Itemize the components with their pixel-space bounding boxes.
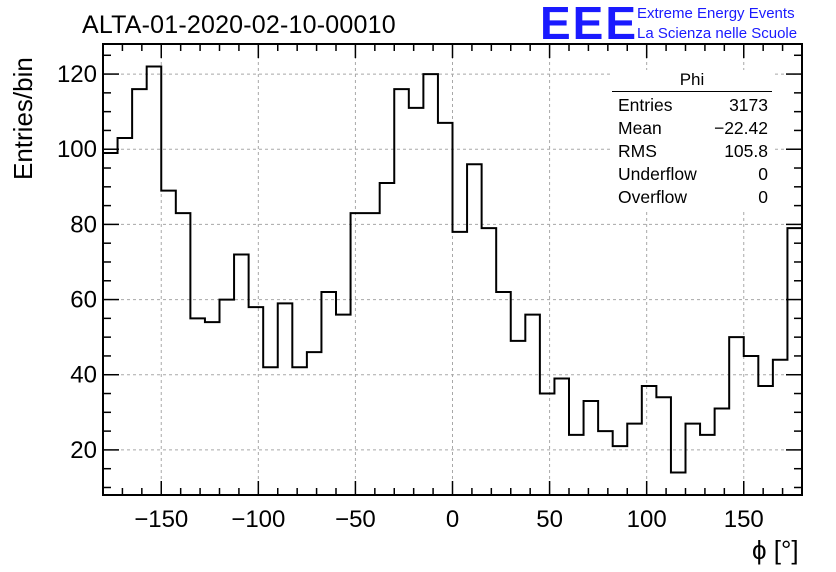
eee-logo: EEE — [540, 0, 639, 49]
y-tick-label: 100 — [57, 136, 97, 163]
x-tick-label: 50 — [536, 506, 563, 533]
histogram-series-phi — [103, 65, 803, 474]
stats-value: 105.8 — [724, 141, 768, 161]
stats-value: 3173 — [729, 95, 768, 115]
stats-row-rms: RMS 105.8 — [612, 140, 772, 163]
stats-label: Mean — [618, 118, 662, 138]
x-tick-label: −150 — [134, 506, 188, 533]
logo-caption-line1: Extreme Energy Events — [637, 5, 795, 22]
x-tick-label: −50 — [335, 506, 376, 533]
x-axis-label: ϕ [°] — [752, 535, 799, 565]
stats-label: Underflow — [618, 164, 697, 184]
stats-label: Overflow — [618, 187, 688, 207]
axis-ticks — [102, 44, 803, 495]
x-tick-label: 100 — [627, 506, 667, 533]
y-tick-label: 40 — [70, 362, 97, 389]
stats-title: Phi — [612, 70, 772, 92]
logo-caption: Extreme Energy Events La Scienza nelle S… — [637, 4, 797, 44]
y-tick-label: 80 — [70, 211, 97, 238]
y-tick-label: 20 — [70, 437, 97, 464]
x-tick-labels: −150 −100 −50 0 50 100 150 — [134, 506, 764, 533]
x-tick-label: 0 — [446, 506, 459, 533]
x-tick-label: −100 — [231, 506, 285, 533]
stats-value: 0 — [758, 187, 768, 207]
logo-caption-line2: La Scienza nelle Scuole — [637, 25, 798, 42]
y-tick-labels: 20 40 60 80 100 120 — [57, 61, 97, 464]
stats-row-overflow: Overflow 0 — [612, 186, 772, 209]
y-tick-label: 120 — [57, 61, 97, 88]
y-tick-label: 60 — [70, 287, 97, 314]
stats-label: Entries — [618, 95, 673, 115]
stats-value: −22.42 — [713, 118, 768, 138]
stats-label: RMS — [618, 141, 657, 161]
stats-box: Phi Entries 3173 Mean −22.42 RMS 105.8 U… — [612, 70, 772, 209]
stats-row-entries: Entries 3173 — [612, 94, 772, 117]
stats-row-mean: Mean −22.42 — [612, 117, 772, 140]
x-tick-label: 150 — [724, 506, 764, 533]
stats-row-underflow: Underflow 0 — [612, 163, 772, 186]
y-axis-label: Entries/bin — [8, 57, 38, 180]
stats-value: 0 — [758, 164, 768, 184]
plot-title: ALTA-01-2020-02-10-00010 — [82, 11, 396, 39]
